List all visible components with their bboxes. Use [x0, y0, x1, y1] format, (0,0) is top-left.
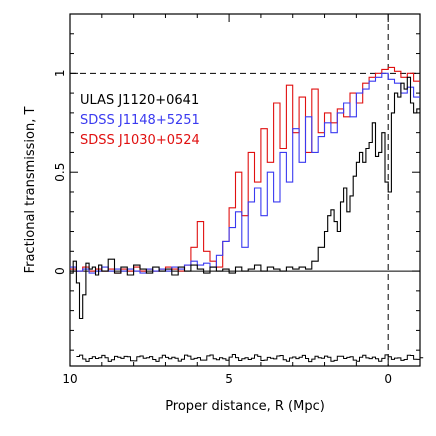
- legend-item-sdss-j1148: SDSS J1148+5251: [80, 113, 200, 128]
- series-layer: [70, 66, 420, 320]
- series-line-1: [70, 72, 420, 274]
- legend-item-ulas-j1120: ULAS J1120+0641: [80, 93, 199, 108]
- y-tick-label: 0: [53, 267, 67, 275]
- legend: ULAS J1120+0641 SDSS J1148+5251 SDSS J10…: [80, 93, 200, 148]
- y-axis-label: Fractional transmission, T: [23, 107, 38, 274]
- x-tick-label: 10: [62, 372, 77, 386]
- x-tick-label: 0: [384, 372, 392, 386]
- y-axis-ticks: 00.51: [53, 33, 420, 351]
- plot-frame: [69, 13, 421, 367]
- legend-item-sdss-j1030: SDSS J1030+0524: [80, 133, 200, 148]
- y-tick-label: 0.5: [53, 163, 67, 182]
- x-axis-label: Proper distance, R (Mpc): [165, 399, 325, 414]
- x-tick-label: 5: [225, 372, 233, 386]
- x-axis-ticks: 10 5 0: [62, 14, 421, 386]
- series-line-0: [70, 76, 420, 320]
- series-line-2: [70, 66, 420, 274]
- y-tick-label: 1: [53, 70, 67, 78]
- error-trace-line: [76, 354, 424, 363]
